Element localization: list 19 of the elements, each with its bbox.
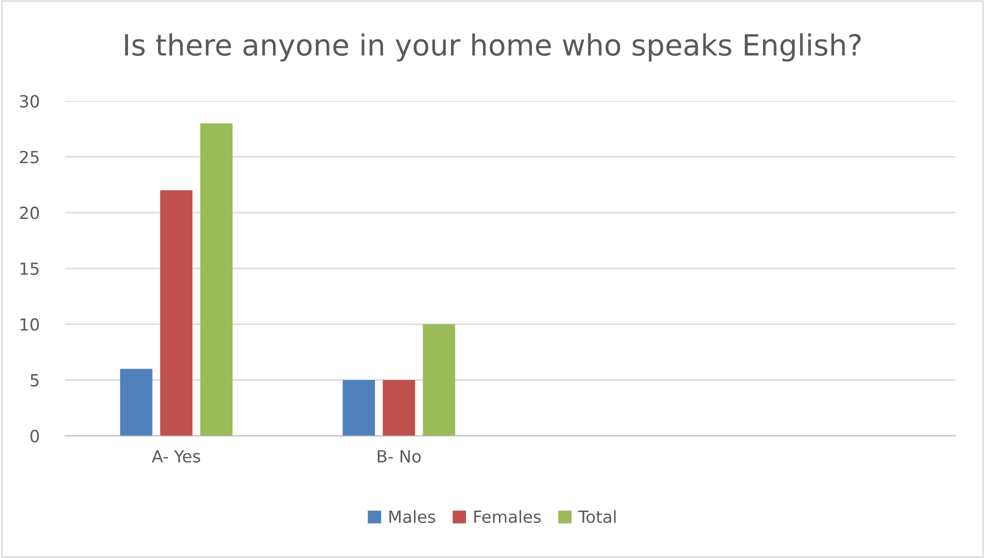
legend-label: Males bbox=[389, 510, 436, 524]
legend-label: Females bbox=[474, 510, 541, 524]
bar bbox=[200, 123, 233, 436]
bar bbox=[382, 380, 416, 436]
y-tick-label: 30 bbox=[20, 94, 39, 108]
y-tick-label: 15 bbox=[20, 262, 39, 275]
legend-label: Total bbox=[578, 510, 616, 524]
y-tick-label: 0 bbox=[30, 430, 39, 442]
chart-title: Is there anyone in your home who speaks English? bbox=[125, 33, 861, 62]
y-tick-label: 20 bbox=[20, 206, 39, 220]
y-tick-label: 5 bbox=[30, 374, 39, 387]
y-tick-label: 10 bbox=[20, 318, 39, 331]
bar bbox=[342, 380, 375, 436]
bar bbox=[422, 324, 456, 436]
x-tick-label: B- No bbox=[378, 450, 421, 463]
y-tick-label: 25 bbox=[20, 150, 39, 164]
bar bbox=[120, 368, 152, 436]
x-tick-label: A- Yes bbox=[152, 450, 200, 463]
bar bbox=[160, 190, 192, 436]
